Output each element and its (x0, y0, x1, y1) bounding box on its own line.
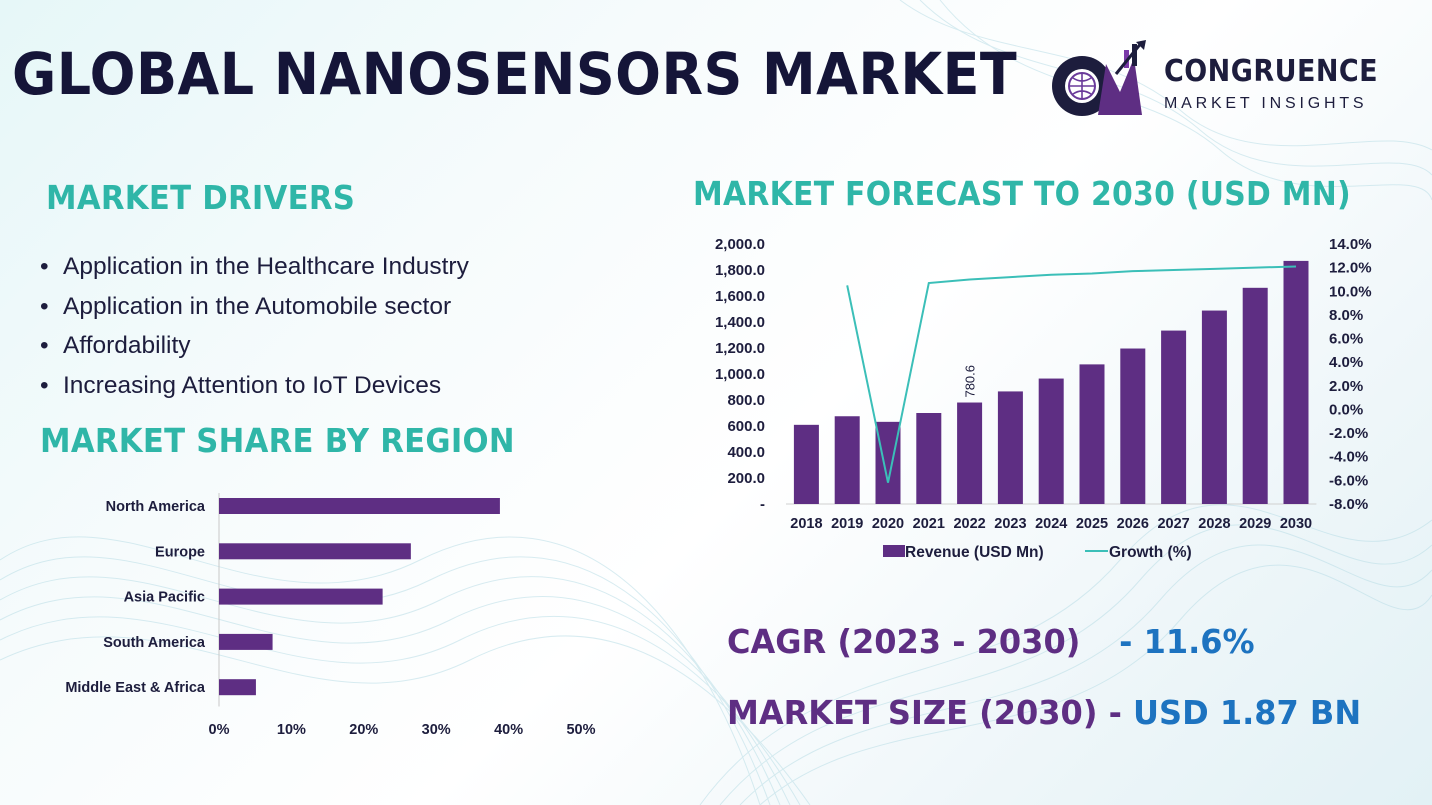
bar-2019 (834, 416, 860, 504)
x-tick-label: 2029 (1239, 516, 1271, 532)
bar-2026 (1120, 348, 1146, 504)
x-tick-label: 2018 (790, 516, 822, 532)
x-tick-label: 2028 (1198, 516, 1230, 532)
legend-swatch-revenue (883, 545, 905, 557)
drivers-heading: MARKET DRIVERS (46, 178, 356, 217)
x-tick-label: 40% (494, 722, 523, 738)
market-size-label: MARKET SIZE (2030) - (727, 693, 1122, 732)
logo-mark-icon (1052, 40, 1146, 116)
x-tick-label: 2020 (872, 516, 904, 532)
bar-2029 (1242, 287, 1268, 504)
x-tick-label: 20% (349, 722, 378, 738)
category-label: North America (106, 499, 206, 515)
legend-label: Revenue (USD Mn) (905, 544, 1044, 561)
cagr-label: CAGR (2023 - 2030) (727, 622, 1081, 661)
x-tick-label: 2026 (1117, 516, 1149, 532)
right-tick-label: 12.0% (1329, 260, 1372, 277)
bar-2022 (957, 402, 983, 504)
right-tick-label: 4.0% (1329, 354, 1363, 371)
right-tick-label: 2.0% (1329, 378, 1363, 395)
x-tick-label: 50% (566, 722, 595, 738)
left-tick-label: 400.0 (727, 444, 765, 461)
bar-2025 (1079, 364, 1105, 504)
page-title: GLOBAL NANOSENSORS MARKET (12, 40, 1018, 108)
bar-europe (219, 543, 411, 560)
bar-2023 (997, 391, 1023, 504)
left-tick-label: 1,000.0 (715, 366, 765, 383)
right-tick-label: 0.0% (1329, 401, 1363, 418)
list-item: Application in the Healthcare Industry (40, 252, 469, 292)
x-tick-label: 2019 (831, 516, 863, 532)
growth-line (846, 265, 1297, 483)
brand-logo: CONGRUENCE MARKET INSIGHTS (1046, 40, 1406, 120)
bar-2024 (1038, 378, 1064, 504)
left-tick-label: 1,600.0 (715, 288, 765, 305)
cagr-value: - 11.6% (1119, 622, 1255, 661)
bar-2018 (793, 424, 819, 504)
bar-middle-east-africa (219, 679, 256, 696)
x-tick-label: 2024 (1035, 516, 1067, 532)
drivers-list: Application in the Healthcare Industry A… (40, 252, 469, 410)
logo-name: CONGRUENCE (1164, 54, 1379, 89)
left-tick-label: 800.0 (727, 392, 765, 409)
x-tick-label: 30% (422, 722, 451, 738)
x-tick-label: 2025 (1076, 516, 1108, 532)
left-tick-label: 1,400.0 (715, 314, 765, 331)
right-tick-label: -2.0% (1329, 425, 1368, 442)
category-label: Middle East & Africa (65, 680, 206, 696)
bar-south-america (219, 633, 273, 650)
list-item: Affordability (40, 331, 469, 371)
right-tick-label: 14.0% (1329, 236, 1372, 253)
right-tick-label: 6.0% (1329, 331, 1363, 348)
x-tick-label: 0% (209, 722, 230, 738)
x-tick-label: 2027 (1157, 516, 1189, 532)
right-tick-label: -6.0% (1329, 472, 1368, 489)
right-tick-label: 8.0% (1329, 307, 1363, 324)
x-tick-label: 10% (277, 722, 306, 738)
data-label: 780.6 (963, 365, 978, 398)
legend-label: Growth (%) (1109, 544, 1192, 561)
market-size-kpi: MARKET SIZE (2030) - USD 1.87 BN (727, 693, 1361, 732)
bar-2028 (1201, 310, 1227, 504)
left-tick-label: 1,200.0 (715, 340, 765, 357)
left-tick-label: 2,000.0 (715, 236, 765, 253)
left-tick-label: - (760, 496, 765, 513)
bar-2020 (875, 421, 901, 504)
right-tick-label: 10.0% (1329, 283, 1372, 300)
list-item: Application in the Automobile sector (40, 292, 469, 332)
bar-2030 (1283, 260, 1309, 504)
market-size-value: USD 1.87 BN (1133, 693, 1362, 732)
x-tick-label: 2030 (1280, 516, 1312, 532)
x-tick-label: 2022 (953, 516, 985, 532)
category-label: Europe (155, 544, 205, 560)
left-tick-label: 1,800.0 (715, 262, 765, 279)
category-label: Asia Pacific (124, 590, 205, 606)
bar-north-america (219, 498, 500, 514)
region-heading: MARKET SHARE BY REGION (40, 421, 515, 460)
logo-subtitle: MARKET INSIGHTS (1164, 95, 1368, 112)
bar-2021 (916, 413, 942, 504)
x-tick-label: 2021 (913, 516, 945, 532)
forecast-heading: MARKET FORECAST TO 2030 (USD MN) (693, 174, 1351, 213)
category-label: South America (103, 635, 206, 651)
forecast-chart: - 200.0 400.0 600.0 800.0 1,000.0 1,200.0 1,400… (715, 236, 1372, 561)
bar-2027 (1161, 330, 1187, 504)
cagr-kpi: CAGR (2023 - 2030) - 11.6% (727, 622, 1255, 661)
right-tick-label: -8.0% (1329, 496, 1368, 513)
list-item: Increasing Attention to IoT Devices (40, 371, 469, 411)
x-tick-label: 2023 (994, 516, 1026, 532)
left-tick-label: 600.0 (727, 418, 765, 435)
left-tick-label: 200.0 (727, 470, 765, 487)
bar-asia-pacific (219, 588, 383, 605)
region-share-chart: North America Europe Asia Pacific South Ame… (65, 493, 596, 738)
right-tick-label: -4.0% (1329, 449, 1368, 466)
